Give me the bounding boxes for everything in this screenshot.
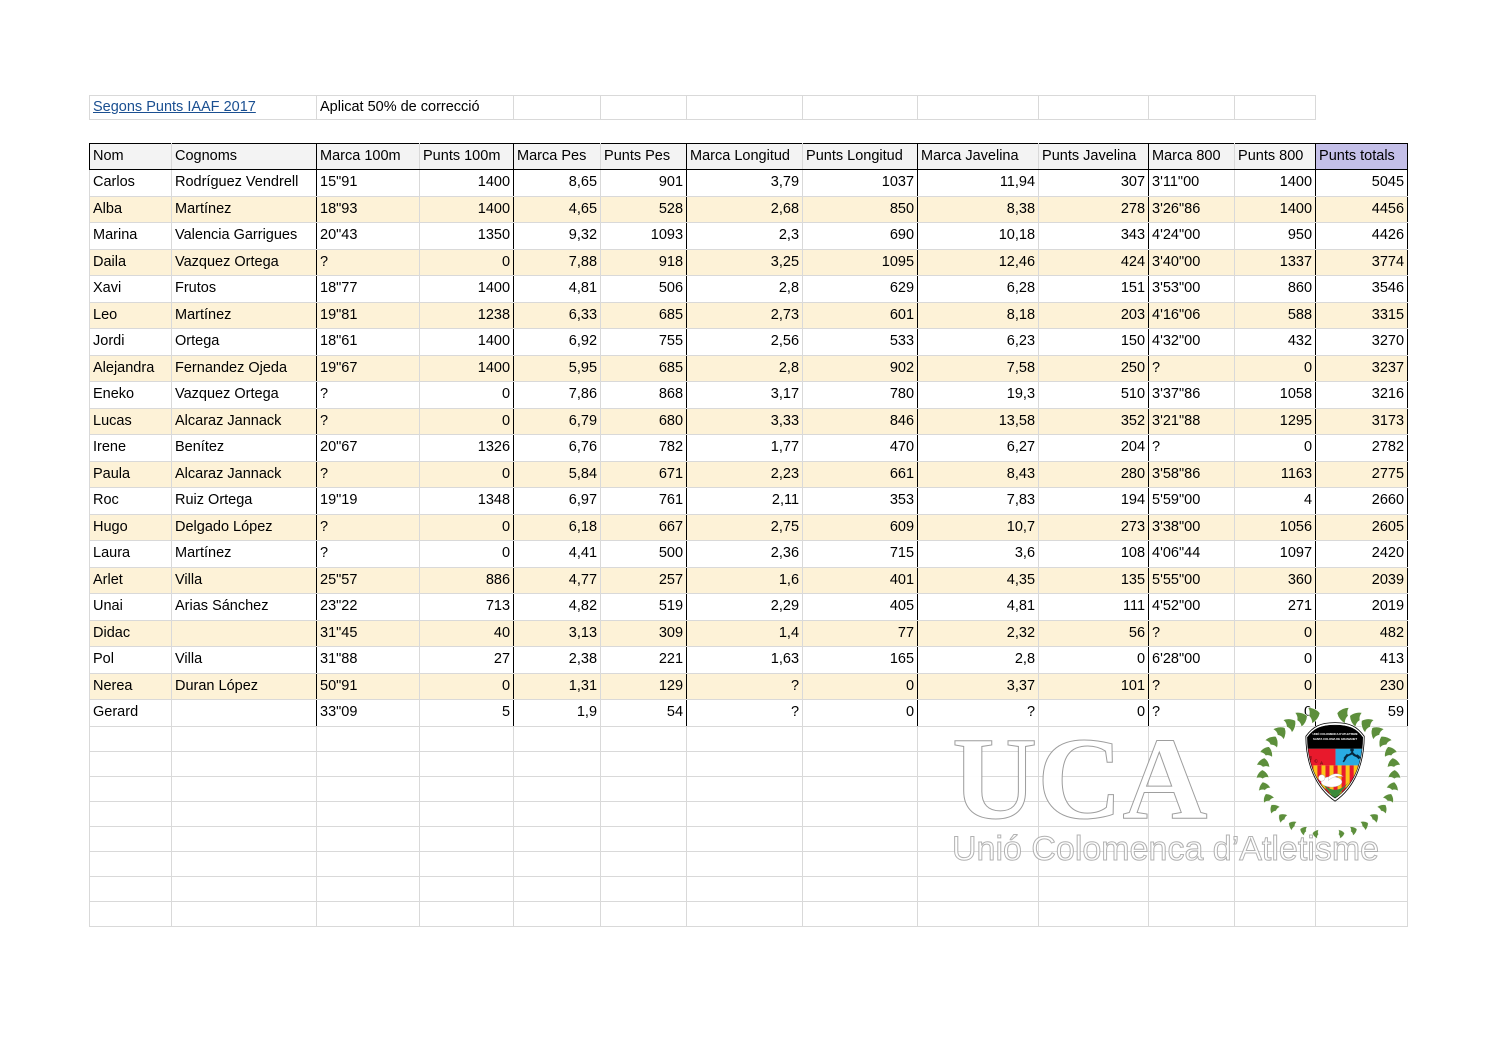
svg-text:Unió Colomenca d’Atletisme: Unió Colomenca d’Atletisme [952,830,1379,868]
svg-text:UCA: UCA [952,713,1208,844]
